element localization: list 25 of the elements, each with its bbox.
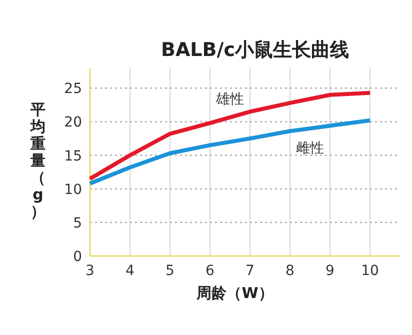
x-tick-label: 3 (86, 263, 94, 279)
x-tick-label: 7 (246, 263, 254, 279)
x-tick-label: 4 (126, 263, 135, 279)
ylabel: 均 (30, 118, 46, 136)
x-tick-label: 10 (361, 263, 379, 279)
y-tick-label: 0 (73, 249, 82, 265)
x-tick-label: 8 (286, 263, 294, 279)
series-label: 雌性 (296, 140, 324, 156)
y-tick-label: 5 (73, 215, 82, 232)
ylabel: 平 (30, 100, 46, 118)
y-tick-label: 15 (64, 148, 82, 164)
ylabel: 量 (30, 152, 46, 170)
chart-title: BALB/c小鼠生长曲线 (161, 39, 349, 61)
ylabel: （ (30, 168, 46, 186)
x-tick-label: 6 (206, 263, 215, 279)
x-tick-label: 9 (326, 263, 334, 279)
x-axis-title: 周龄（W） (196, 284, 274, 302)
series-label: 雄性 (215, 91, 244, 108)
x-tick-label: 5 (166, 263, 174, 279)
ylabel: g (32, 186, 44, 204)
y-tick-label: 10 (64, 182, 82, 198)
ylabel: 重 (30, 134, 46, 152)
ylabel: ） (30, 202, 46, 220)
y-tick-label: 25 (64, 81, 82, 98)
y-tick-label: 20 (64, 114, 82, 131)
